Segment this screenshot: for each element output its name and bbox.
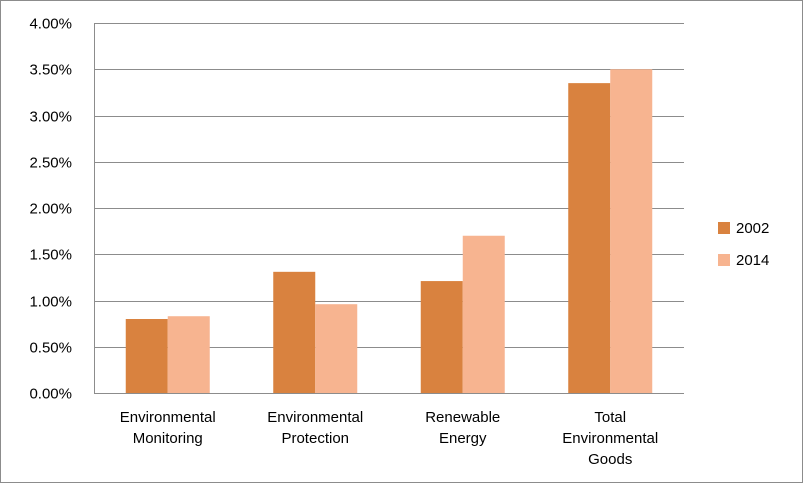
- x-category-label-line: Goods: [588, 451, 632, 468]
- y-tick-label: 4.00%: [29, 16, 72, 33]
- bar-2002: [420, 281, 463, 393]
- y-tick-label: 0.50%: [29, 340, 72, 357]
- x-category-label-line: Energy: [439, 430, 487, 447]
- y-tick-label: 3.50%: [29, 62, 72, 79]
- legend-label: 2002: [736, 220, 769, 237]
- x-category-label-line: Environmental: [562, 430, 658, 447]
- y-tick-label: 1.00%: [29, 294, 72, 311]
- y-tick-label: 2.00%: [29, 201, 72, 218]
- legend: 2002 2014: [718, 220, 769, 269]
- legend-swatch: [718, 222, 730, 234]
- legend-label: 2014: [736, 252, 769, 269]
- x-category-label-line: Total: [594, 409, 626, 426]
- bar-2014: [315, 304, 358, 393]
- x-category-label: Environmental Monitoring: [120, 409, 216, 447]
- x-category-label: Total Environmental Goods: [562, 409, 658, 468]
- y-tick-label: 2.50%: [29, 155, 72, 172]
- bar-2014: [462, 235, 505, 393]
- x-category-label-line: Protection: [281, 430, 349, 447]
- x-category-label: Renewable Energy: [425, 409, 500, 447]
- y-tick-label: 0.00%: [29, 386, 72, 403]
- x-category-label-line: Monitoring: [133, 430, 203, 447]
- x-category-label-line: Environmental: [120, 409, 216, 426]
- legend-swatch: [718, 254, 730, 266]
- y-tick-label: 3.00%: [29, 109, 72, 126]
- bar-2002: [125, 319, 168, 393]
- y-tick-label: 1.50%: [29, 247, 72, 264]
- x-category-label: Environmental Protection: [267, 409, 363, 447]
- bar-2002: [568, 83, 611, 393]
- x-category-label-line: Renewable: [425, 409, 500, 426]
- x-category-label-line: Environmental: [267, 409, 363, 426]
- bar-2014: [610, 69, 653, 393]
- bar-2014: [167, 316, 210, 393]
- x-axis: Environmental Monitoring Environmental Prot…: [94, 393, 684, 468]
- y-axis: 0.00% 0.50% 1.00% 1.50% 2.00% 2.50% 3.00% 3.50%…: [29, 16, 95, 403]
- bars: [125, 69, 653, 393]
- bar-2002: [273, 271, 316, 393]
